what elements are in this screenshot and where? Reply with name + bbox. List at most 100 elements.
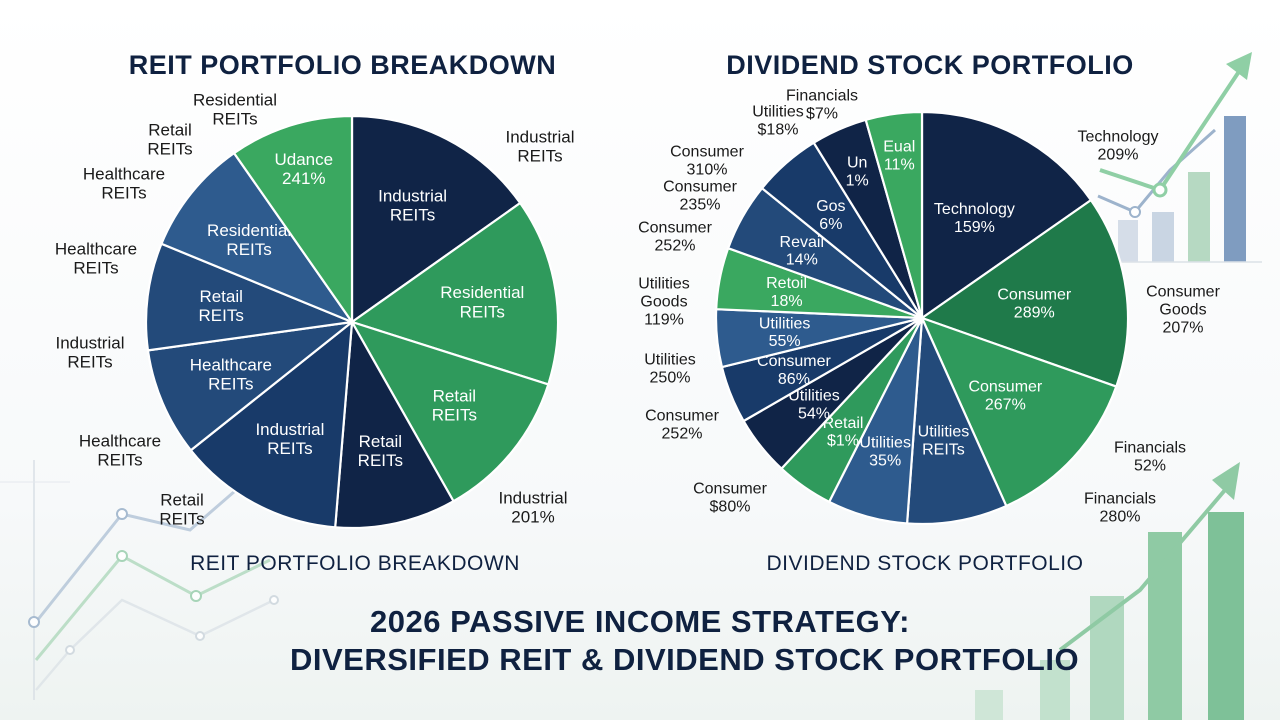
slice-label-line: 159% xyxy=(954,219,995,236)
pie-slice xyxy=(144,242,357,352)
slice-label: Residential REITs xyxy=(440,283,524,321)
outside-label-line: Financials xyxy=(1084,491,1156,508)
outside-label: Consumer 310% xyxy=(670,144,744,179)
reit-chart-subtitle: REIT PORTFOLIO BREAKDOWN xyxy=(190,552,520,575)
slice-label-line: 1% xyxy=(846,173,869,190)
outside-label: Utilities $18% xyxy=(752,104,804,139)
outside-label-line: Consumer xyxy=(1146,284,1220,301)
slice-label-line: 55% xyxy=(769,333,801,350)
slice-label-line: REITs xyxy=(922,441,965,458)
slice-label: Utilities 35% xyxy=(859,435,911,470)
slice-label-line: 11% xyxy=(884,156,915,173)
slice-label-line: Retail xyxy=(199,287,242,306)
right-top-growth-decoration xyxy=(1095,52,1262,263)
slice-label-line: Consumer xyxy=(997,286,1071,303)
slice-label-line: Retail xyxy=(433,387,476,406)
slice-label-line: Residential xyxy=(440,283,524,302)
slice-label-line: Industrial xyxy=(378,186,447,205)
slice-label: Retoil 18% xyxy=(766,275,807,310)
slice-label: Retail REITs xyxy=(358,432,403,470)
outside-label: Financials 52% xyxy=(1114,440,1186,475)
slice-label: Gos 6% xyxy=(816,198,845,233)
slice-label-line: 14% xyxy=(786,252,818,269)
outside-label: Consumer 235% xyxy=(663,179,737,214)
slice-label: Retail REITs xyxy=(199,287,244,325)
slice-label-line: 86% xyxy=(778,371,810,388)
outside-label-line: Financials xyxy=(786,88,858,105)
slice-label-line: REITs xyxy=(226,240,271,259)
pie-slice xyxy=(350,114,522,325)
left-graph-decoration xyxy=(0,460,279,700)
slice-label: Utilities 54% xyxy=(788,388,840,423)
pie-slice xyxy=(919,198,1130,388)
slice-label-line: 54% xyxy=(798,406,830,423)
slice-label-line: 289% xyxy=(1014,304,1055,321)
pie-slice xyxy=(864,110,924,319)
outside-label-line: 201% xyxy=(511,508,554,527)
slice-label-line: Utilities xyxy=(859,435,911,452)
pie-slice xyxy=(232,114,354,326)
slice-label-line: 267% xyxy=(985,396,1026,413)
pie-slice xyxy=(159,151,356,325)
slice-label-line: 35% xyxy=(869,453,901,470)
slice-label-line: REITs xyxy=(390,205,435,224)
outside-label: Industrial 201% xyxy=(499,488,568,526)
slice-label: Technology 159% xyxy=(934,201,1015,236)
page-title-line-1: 2026 PASSIVE INCOME STRATEGY: xyxy=(370,604,910,639)
outside-label-line: 235% xyxy=(680,197,721,214)
outside-label: Utilities 250% xyxy=(644,352,696,387)
outside-label-line: Retail xyxy=(160,490,203,509)
slice-label: Industrial REITs xyxy=(378,186,447,224)
outside-label: Industrial REITs xyxy=(56,333,125,371)
slice-label-line: $1% xyxy=(827,433,859,450)
slice-label-line: 6% xyxy=(819,216,842,233)
outside-label-line: Consumer xyxy=(645,408,719,425)
slice-label-line: Eual xyxy=(883,138,915,155)
outside-label-line: 119% xyxy=(644,312,684,329)
outside-label-line: 250% xyxy=(650,370,691,387)
outside-label-line: 52% xyxy=(1134,458,1166,475)
outside-label: Healthcare REITs xyxy=(79,431,161,469)
outside-label-line: REITs xyxy=(101,184,146,203)
outside-label: Consumer 252% xyxy=(645,408,719,443)
outside-label-line: REITs xyxy=(67,353,112,372)
outside-label: Healthcare REITs xyxy=(83,164,165,202)
slice-label: Utilities 55% xyxy=(759,315,811,350)
slice-label: Utilities REITs xyxy=(918,423,970,458)
slice-label-line: Utilities xyxy=(788,388,840,405)
slice-label-line: Retail xyxy=(359,432,402,451)
outside-label-line: 209% xyxy=(1098,147,1139,164)
slice-label-line: Technology xyxy=(934,201,1015,218)
outside-label: Consumer Goods 207% xyxy=(1146,284,1220,337)
outside-label-line: Healthcare xyxy=(55,239,137,258)
outside-label-line: 280% xyxy=(1100,509,1141,526)
outside-label-line: 207% xyxy=(1163,320,1204,337)
pie-slice xyxy=(349,201,560,386)
outside-label: Retail REITs xyxy=(159,490,204,528)
outside-label: Industrial REITs xyxy=(506,127,575,165)
outside-label-line: 252% xyxy=(662,426,703,443)
slice-label-line: Residential xyxy=(207,221,291,240)
slice-label: Retail $1% xyxy=(823,415,864,450)
outside-label: Financials $7% xyxy=(786,88,858,123)
slice-label: Eual 11% xyxy=(883,138,915,173)
slice-label: Industrial REITs xyxy=(255,420,324,458)
outside-label-line: Healthcare xyxy=(79,431,161,450)
outside-label-line: $18% xyxy=(758,122,799,139)
outside-label-line: Consumer xyxy=(693,481,767,498)
slice-label-line: Revail xyxy=(780,234,824,251)
slice-label-line: Industrial xyxy=(255,420,324,439)
slice-label-line: REITs xyxy=(460,302,505,321)
pie-slice xyxy=(349,320,550,503)
slice-label: Revail 14% xyxy=(780,234,824,269)
slice-label: Consumer 86% xyxy=(757,353,831,388)
slice-label-line: Healthcare xyxy=(190,355,272,374)
slice-label: Retail REITs xyxy=(432,387,477,425)
dividend-pie-chart: Technology 159%Consumer 289%Consumer 267%Ut… xyxy=(638,88,1220,526)
pie-slice xyxy=(919,316,1118,508)
pie-slice xyxy=(334,318,455,530)
page-title-line-2: DIVERSIFIED REIT & DIVIDEND STOCK PORTFO… xyxy=(290,642,1080,677)
slice-label-line: 241% xyxy=(282,169,325,188)
